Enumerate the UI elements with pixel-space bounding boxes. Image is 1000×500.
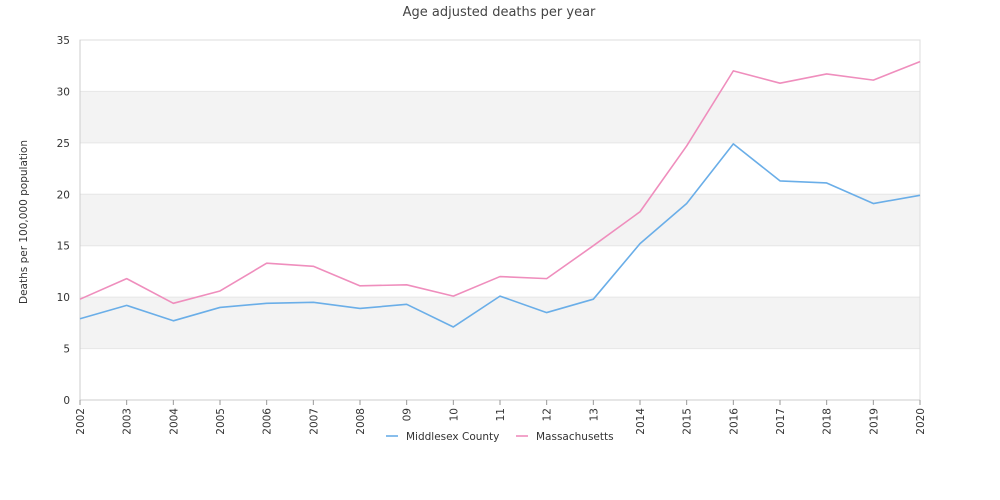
y-tick-label: 30 bbox=[57, 86, 70, 98]
x-tick-label: 2017 bbox=[775, 408, 787, 435]
y-tick-label: 20 bbox=[57, 189, 70, 201]
x-tick-label: 2006 bbox=[262, 408, 274, 435]
background-band bbox=[80, 194, 920, 246]
y-tick-label: 10 bbox=[57, 292, 70, 304]
x-axis-tick-labels: 2002 2003 2004 2005 2006 2007 2008 09 10 11 12 13 20… bbox=[75, 408, 927, 435]
x-tick-label: 2016 bbox=[728, 408, 740, 435]
x-tick-label: 2007 bbox=[308, 408, 320, 435]
x-tick-label: 2015 bbox=[682, 408, 694, 435]
legend-item-label: Massachusetts bbox=[536, 431, 614, 443]
x-tick-label: 2018 bbox=[822, 408, 834, 435]
background-bands bbox=[80, 91, 920, 349]
x-tick-label: 10 bbox=[448, 408, 460, 421]
x-tick-label: 11 bbox=[495, 408, 507, 421]
y-tick-label: 0 bbox=[63, 395, 70, 407]
x-tick-label: 2004 bbox=[168, 408, 180, 435]
x-tick-label: 2002 bbox=[75, 408, 87, 435]
gridlines bbox=[80, 39, 920, 401]
x-tick-label: 09 bbox=[402, 408, 414, 421]
x-tick-label: 2008 bbox=[355, 408, 367, 435]
x-axis-ticks bbox=[79, 400, 921, 405]
chart-title: Age adjusted deaths per year bbox=[403, 5, 596, 20]
x-tick-label: 2005 bbox=[215, 408, 227, 435]
legend-item-label: Middlesex County bbox=[406, 431, 499, 443]
y-tick-label: 15 bbox=[57, 241, 70, 253]
y-tick-label: 5 bbox=[63, 344, 70, 356]
x-tick-label: 2014 bbox=[635, 408, 647, 435]
y-axis-tick-labels: 0 5 10 15 20 25 30 35 bbox=[57, 35, 70, 407]
x-tick-label: 2019 bbox=[868, 408, 880, 435]
series-lines bbox=[79, 60, 921, 328]
series-line bbox=[79, 60, 921, 305]
background-band bbox=[80, 91, 920, 143]
x-tick-label: 13 bbox=[588, 408, 600, 421]
x-tick-label: 2003 bbox=[122, 408, 134, 435]
x-tick-label: 2020 bbox=[915, 408, 927, 435]
legend: Middlesex County Massachusetts bbox=[386, 431, 614, 443]
y-tick-label: 25 bbox=[57, 138, 70, 150]
y-axis-title: Deaths per 100,000 population bbox=[18, 140, 30, 304]
series-line bbox=[79, 143, 921, 328]
y-tick-label: 35 bbox=[57, 35, 70, 47]
x-tick-label: 12 bbox=[542, 408, 554, 421]
background-band bbox=[80, 297, 920, 349]
